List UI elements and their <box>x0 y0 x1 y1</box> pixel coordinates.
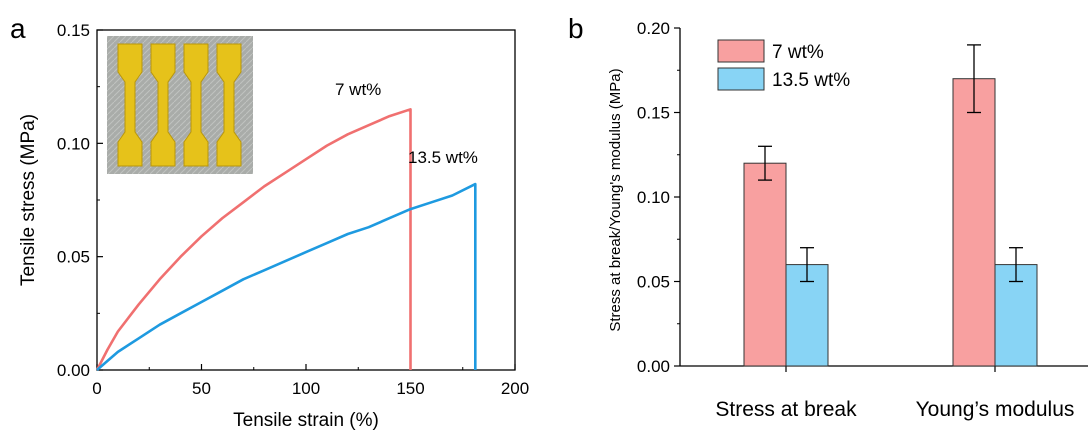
annotation-7wt: 7 wt% <box>335 80 381 99</box>
x-tick-label-a: 100 <box>292 379 320 398</box>
y-tick-label-b: 0.00 <box>637 357 670 376</box>
ticks-a: 0 50 100 150 200 0.00 0.05 0.10 0.15 <box>57 21 529 398</box>
specimen-dogbone <box>183 43 209 167</box>
bar-7wt <box>952 78 996 367</box>
y-tick-label-a: 0.15 <box>57 21 90 40</box>
x-tick-label-a: 200 <box>501 379 529 398</box>
bars-b <box>743 44 1038 367</box>
y-tick-label-b: 0.20 <box>637 19 670 38</box>
specimen-dogbone <box>216 43 242 167</box>
y-tick-label-a: 0.00 <box>57 361 90 380</box>
specimen-dogbone <box>150 43 176 167</box>
legend-swatch <box>717 39 765 63</box>
specimen-dogbone <box>117 43 143 167</box>
y-tick-label-b: 0.15 <box>637 104 670 123</box>
y-tick-label-a: 0.05 <box>57 248 90 267</box>
y-axis-title-b: Stress at break/Young's modulus (MPa) <box>607 68 624 331</box>
x-tick-label-a: 150 <box>396 379 424 398</box>
annotation-13-5wt: 13.5 wt% <box>408 148 478 167</box>
category-label: Young’s modulus <box>916 398 1075 421</box>
legend-label: 7 wt% <box>772 42 824 63</box>
y-tick-label-b: 0.10 <box>637 188 670 207</box>
x-axis-title-a: Tensile strain (%) <box>233 410 379 431</box>
x-tick-label-a: 50 <box>192 379 211 398</box>
category-label: Stress at break <box>715 398 857 421</box>
x-tick-label-a: 0 <box>92 379 101 398</box>
legend-swatch <box>717 67 765 91</box>
y-tick-label-a: 0.10 <box>57 134 90 153</box>
legend-b: 7 wt% 13.5 wt% <box>717 39 850 91</box>
series-line-7wt <box>95 108 412 371</box>
y-axis-title-a: Tensile stress (MPa) <box>18 114 39 286</box>
y-tick-label-b: 0.05 <box>637 273 670 292</box>
series-a <box>95 108 477 371</box>
legend-label: 13.5 wt% <box>772 70 850 91</box>
panel-a-line-chart: a 0 50 100 150 200 0.00 0.05 0.10 0.15 7 wt% 13.… <box>10 13 529 431</box>
panel-b-bar-chart: b 0.00 0.05 0.10 0.15 0.20 Stress at break You… <box>568 13 1088 421</box>
ticks-b: 0.00 0.05 0.10 0.15 0.20 Stress at break Young… <box>637 19 1074 421</box>
panel-label-a: a <box>10 13 26 44</box>
series-line-13-5wt <box>96 182 477 371</box>
specimen-photo-inset <box>107 36 253 174</box>
bar-7wt <box>743 162 787 367</box>
panel-label-b: b <box>568 13 584 44</box>
